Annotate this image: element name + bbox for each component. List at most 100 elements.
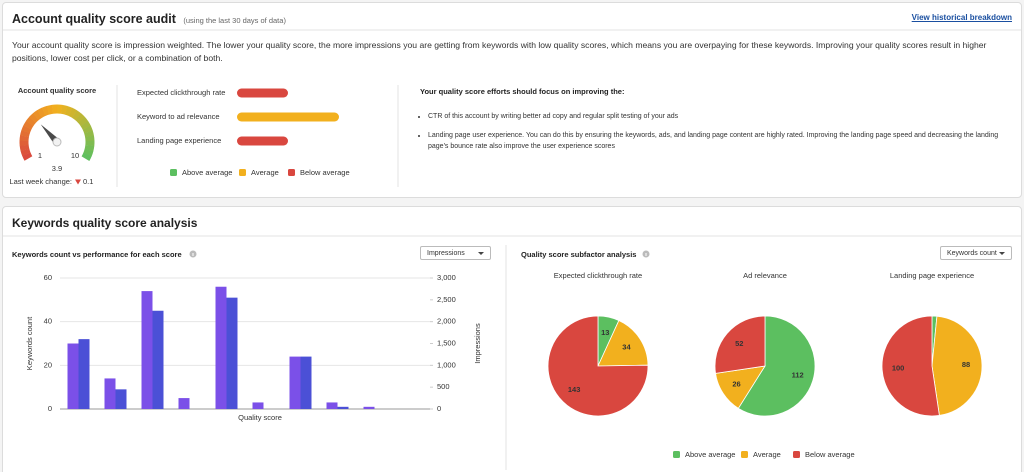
legend-swatch [673, 451, 680, 458]
pie-title: Landing page experience [890, 271, 974, 280]
dropdown-label: Impressions [427, 250, 465, 257]
legend-label: Average [251, 168, 279, 177]
history-link[interactable]: View historical breakdown [911, 13, 1012, 22]
info-icon [189, 250, 197, 258]
gauge-arc [21, 125, 32, 134]
legend-label: Average [753, 450, 781, 459]
bar [215, 286, 227, 409]
y2-tick-label: 2,500 [437, 295, 456, 304]
pie-slice [881, 315, 940, 417]
gauge-min: 1 [38, 151, 42, 160]
gauge-arc [78, 116, 89, 127]
gauge-arc [46, 104, 54, 115]
gauge-arc [19, 135, 29, 142]
pie-slice [931, 315, 983, 416]
gauge-value: 3.9 [52, 164, 62, 173]
legend-swatch [741, 451, 748, 458]
section-title: Keywords quality score analysis [12, 216, 198, 230]
legend-swatch [288, 169, 295, 176]
gauge-arc [64, 105, 73, 117]
factor-label: Expected clickthrough rate [137, 88, 225, 97]
slice-label: 100 [892, 363, 905, 372]
gauge-arc [23, 120, 34, 130]
slice-label: 112 [792, 370, 804, 379]
bar [115, 389, 127, 409]
gauge-arc [20, 148, 31, 157]
gauge-arc [68, 107, 78, 118]
y2-tick-label: 1,000 [437, 360, 456, 369]
slice-label: 13 [601, 328, 609, 337]
pie-slice [714, 315, 766, 374]
gauge-arc [72, 110, 82, 121]
gauge-arc [19, 144, 30, 152]
bar [152, 310, 164, 409]
y2-tick-label: 2,000 [437, 317, 456, 326]
bar [67, 343, 79, 409]
legend-swatch [793, 451, 800, 458]
gauge-arc [32, 110, 43, 121]
change-label: Last week change: [9, 177, 72, 186]
bar [104, 378, 116, 409]
bar [363, 406, 375, 409]
gauge-arc [29, 113, 39, 123]
dropdown-label: Keywords count [947, 250, 997, 257]
legend-label: Below average [300, 168, 350, 177]
y-tick-label: 60 [44, 273, 52, 282]
chart-title: Keywords count vs performance for each s… [12, 250, 182, 259]
slice-label: 143 [568, 385, 581, 394]
bar [337, 406, 349, 409]
bar [300, 356, 312, 409]
gauge-arc [22, 152, 33, 161]
gauge-arc [20, 130, 30, 138]
header: Account quality score audit (using the l… [12, 10, 286, 28]
bar [178, 398, 190, 409]
focus-item: CTR of this account by writing better ad… [428, 111, 1012, 122]
slice-label: 52 [735, 339, 743, 348]
gauge-arc [60, 104, 68, 115]
metric-dropdown[interactable]: Impressions [420, 246, 491, 260]
bar [141, 291, 153, 409]
slice-label: 88 [962, 360, 970, 369]
analysis-card [2, 206, 1022, 472]
metric-dropdown[interactable]: Keywords count [940, 246, 1012, 260]
gauge-arc [84, 144, 95, 152]
audit-card [2, 2, 1022, 198]
gauge-arc [81, 152, 92, 161]
gauge-arc [25, 116, 37, 127]
description: Your account quality score is impression… [12, 40, 987, 63]
rating-bar [237, 88, 288, 98]
y-tick-label: 20 [44, 360, 52, 369]
bar [289, 356, 301, 409]
pie-title: Expected clickthrough rate [554, 271, 642, 280]
legend-label: Below average [805, 450, 855, 459]
gauge-max: 10 [71, 151, 79, 160]
y-tick-label: 0 [48, 404, 52, 413]
info-icon [642, 250, 650, 258]
y2-tick-label: 0 [437, 404, 441, 413]
legend-label: Above average [182, 168, 232, 177]
audit-title: Account quality score audit [12, 12, 176, 26]
axis-label: Keywords count [25, 316, 34, 370]
y-tick-label: 40 [44, 317, 52, 326]
rating-bar [237, 112, 339, 122]
pie-slice [547, 315, 649, 417]
gauge-arc [83, 148, 94, 157]
focus-list: CTR of this account by writing better ad… [418, 111, 1012, 160]
bar [252, 402, 264, 409]
pie-slice [737, 315, 816, 417]
rating-bar [237, 136, 288, 146]
y2-tick-label: 3,000 [437, 273, 456, 282]
focus-item: Landing page user experience. You can do… [428, 130, 1012, 152]
legend-swatch [239, 169, 246, 176]
audit-subtitle: (using the last 30 days of data) [183, 16, 286, 25]
focus-title: Your quality score efforts should focus … [420, 87, 625, 96]
gauge-arc [41, 105, 50, 116]
gauge-arc [37, 107, 46, 118]
slice-label: 34 [622, 342, 631, 351]
legend-swatch [170, 169, 177, 176]
gauge-hub [52, 137, 62, 147]
axis-label: Impressions [473, 323, 482, 364]
gauge-arc [84, 130, 94, 138]
